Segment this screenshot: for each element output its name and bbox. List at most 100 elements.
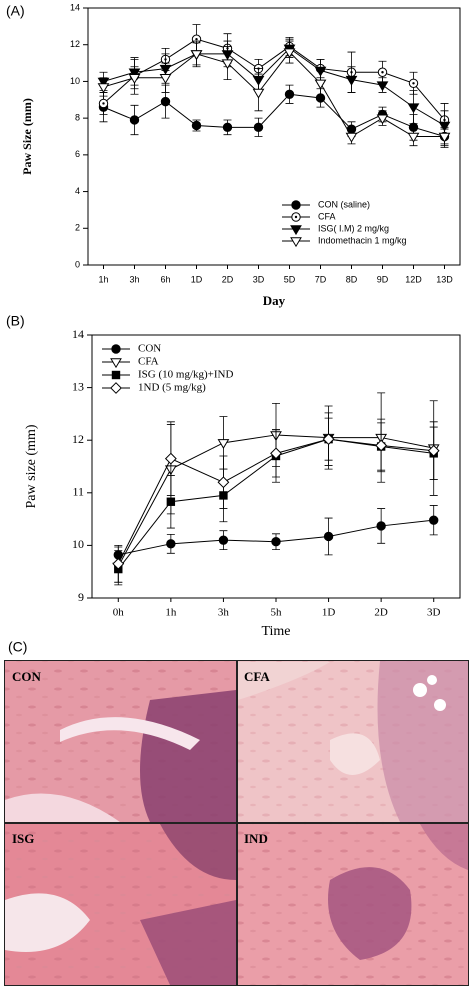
x-tick-label: 5h: [271, 607, 283, 619]
y-tick-label: 8: [75, 113, 80, 123]
x-tick-label: 13D: [436, 274, 453, 284]
y-tick-label: 11: [72, 485, 84, 499]
marker: [345, 132, 358, 143]
marker: [110, 358, 122, 369]
series: [97, 40, 451, 147]
marker-dot: [381, 71, 384, 74]
series-line: [103, 93, 445, 137]
series: [98, 84, 450, 147]
x-tick-label: 1D: [322, 607, 336, 619]
marker: [252, 88, 265, 99]
legend-marker: [291, 200, 301, 210]
legend-label: 1ND (5 mg/kg): [138, 382, 206, 394]
marker: [166, 539, 176, 549]
legend-marker: [290, 237, 302, 248]
marker: [222, 122, 233, 133]
y-tick-label: 2: [75, 223, 80, 233]
marker: [191, 120, 202, 131]
legend-marker: [290, 225, 302, 236]
x-tick-label: 3h: [218, 607, 230, 619]
legend-label: CON (saline): [318, 199, 370, 209]
marker: [407, 132, 420, 143]
marker: [164, 452, 177, 465]
x-tick-label: 1h: [98, 274, 108, 284]
marker: [97, 83, 110, 94]
x-tick-label: 5D: [284, 274, 296, 284]
image-label: IND: [244, 831, 268, 846]
legend-label: ISG( I.M) 2 mg/kg: [318, 223, 389, 233]
marker: [271, 537, 281, 547]
y-tick-label: 10: [72, 537, 84, 551]
x-tick-label: 1D: [191, 274, 203, 284]
marker: [407, 103, 420, 114]
marker: [322, 433, 335, 446]
image-cfa: [238, 661, 468, 822]
image-isg: [5, 824, 236, 985]
y-tick-label: 14: [72, 327, 84, 341]
series-line: [103, 47, 445, 126]
x-tick-label: 7D: [315, 274, 327, 284]
image-con: [5, 661, 236, 822]
marker: [128, 74, 141, 84]
marker: [190, 50, 203, 61]
series-line: [103, 38, 445, 121]
marker: [160, 96, 171, 107]
series: [113, 505, 439, 564]
x-tick-label: 2D: [374, 607, 388, 619]
marker: [375, 439, 388, 452]
image-label: CFA: [244, 669, 270, 684]
marker-dot: [102, 102, 105, 105]
legend-marker: [110, 382, 122, 394]
x-tick-label: 3D: [253, 274, 265, 284]
y-tick-label: 13: [72, 379, 84, 393]
marker: [345, 75, 358, 86]
x-tick-label: 8D: [346, 274, 358, 284]
x-axis-label: Day: [263, 293, 286, 308]
marker-dot: [195, 38, 198, 41]
marker: [110, 382, 122, 394]
marker-dot: [294, 215, 298, 219]
legend-marker: [111, 344, 121, 354]
x-tick-label: 12D: [405, 274, 422, 284]
marker: [129, 115, 140, 125]
legend-marker: [111, 370, 121, 380]
x-tick-label: 1h: [165, 607, 177, 619]
legend-label: Indomethacin 1 mg/kg: [318, 235, 407, 245]
marker: [159, 74, 172, 84]
x-tick-label: 0h: [113, 607, 125, 619]
panel-label: (B): [6, 313, 25, 329]
series-line: [103, 51, 445, 138]
marker: [438, 132, 451, 143]
y-tick-label: 12: [70, 39, 80, 49]
marker-dot: [412, 82, 415, 85]
legend-label: CFA: [138, 356, 159, 368]
marker: [283, 48, 296, 59]
series: [97, 38, 451, 148]
image-label: ISG: [12, 831, 34, 846]
marker: [253, 122, 264, 133]
marker: [438, 121, 451, 132]
marker: [429, 515, 439, 525]
y-tick-label: 0: [75, 259, 80, 269]
y-tick-label: 14: [70, 2, 80, 12]
x-tick-label: 3D: [427, 607, 441, 619]
marker: [111, 370, 121, 380]
marker: [270, 447, 282, 460]
legend-label: CON: [138, 343, 161, 355]
image-label: CON: [12, 669, 42, 684]
marker: [217, 476, 230, 489]
histology-panel: (C) CON CFA ISG IND: [4, 639, 469, 986]
y-axis-label: Paw Size (mm): [20, 98, 34, 175]
x-tick-label: 6h: [160, 274, 170, 284]
marker: [314, 79, 327, 90]
y-tick-label: 4: [75, 186, 80, 196]
legend-label: ISG (10 mg/kg)+IND: [138, 369, 233, 381]
series: [112, 412, 440, 583]
legend-label: CFA: [318, 211, 336, 221]
x-tick-label: 2D: [222, 274, 234, 284]
y-tick-label: 12: [72, 432, 84, 446]
marker: [112, 557, 125, 570]
image-ind: [238, 824, 468, 985]
marker: [111, 344, 121, 354]
